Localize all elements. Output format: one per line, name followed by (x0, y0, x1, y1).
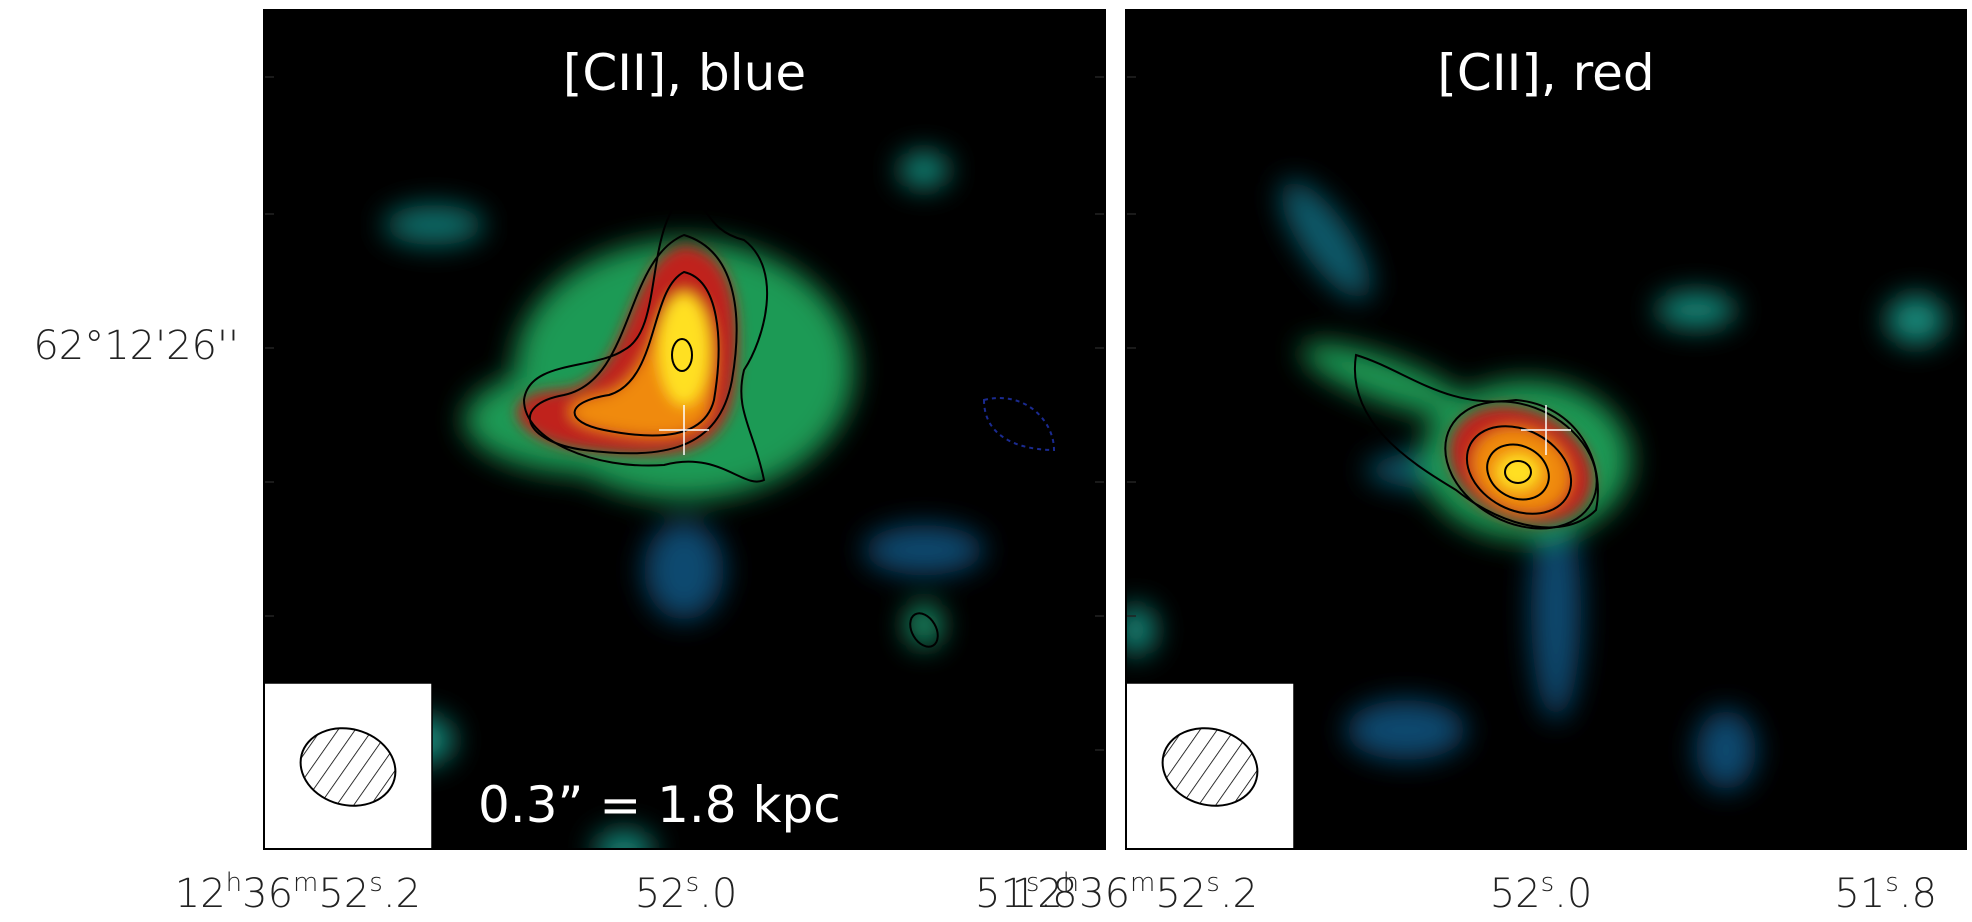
label-part: .0 (1554, 871, 1592, 917)
scale-label: 0.3” = 1.8 kpc (478, 776, 841, 834)
unit-superscript: s (1541, 868, 1555, 898)
unit-superscript: m (293, 868, 318, 898)
label-part: 51 (1834, 871, 1885, 917)
x-tick-label: 52s.0 (635, 868, 738, 917)
label-part: 12 (1012, 871, 1063, 917)
unit-superscript: s (1026, 868, 1040, 898)
label-part: 36 (1079, 871, 1130, 917)
label-part: 52 (1490, 871, 1541, 917)
label-part: .2 (1220, 871, 1258, 917)
x-tick-label: 51s.8 (975, 868, 1078, 917)
label-part: 52 (1155, 871, 1206, 917)
label-part: .8 (1039, 871, 1077, 917)
panel-red (1125, 9, 1967, 850)
x-tick-label: 51s.8 (1834, 868, 1937, 917)
unit-superscript: s (369, 868, 383, 898)
x-tick-label: 12h36m52s.2 (1012, 868, 1258, 917)
unit-superscript: h (1063, 868, 1079, 898)
label-part: .0 (699, 871, 737, 917)
x-tick-label: 12h36m52s.2 (175, 868, 421, 917)
x-tick-label: 52s.0 (1490, 868, 1593, 917)
unit-superscript: s (1206, 868, 1220, 898)
label-part: 52 (318, 871, 369, 917)
unit-superscript: h (226, 868, 242, 898)
panel-blue (263, 9, 1106, 850)
unit-superscript: m (1130, 868, 1155, 898)
label-part: 36 (242, 871, 293, 917)
unit-superscript: s (1885, 868, 1899, 898)
label-part: 52 (635, 871, 686, 917)
label-part: 12 (175, 871, 226, 917)
y-label: 62°12'26'' (33, 323, 239, 369)
label-part: .8 (1899, 871, 1937, 917)
panel-title: [CII], blue (563, 44, 806, 102)
unit-superscript: s (686, 868, 700, 898)
label-part: .2 (383, 871, 421, 917)
panel-title: [CII], red (1437, 44, 1654, 102)
label-part: 51 (975, 871, 1026, 917)
